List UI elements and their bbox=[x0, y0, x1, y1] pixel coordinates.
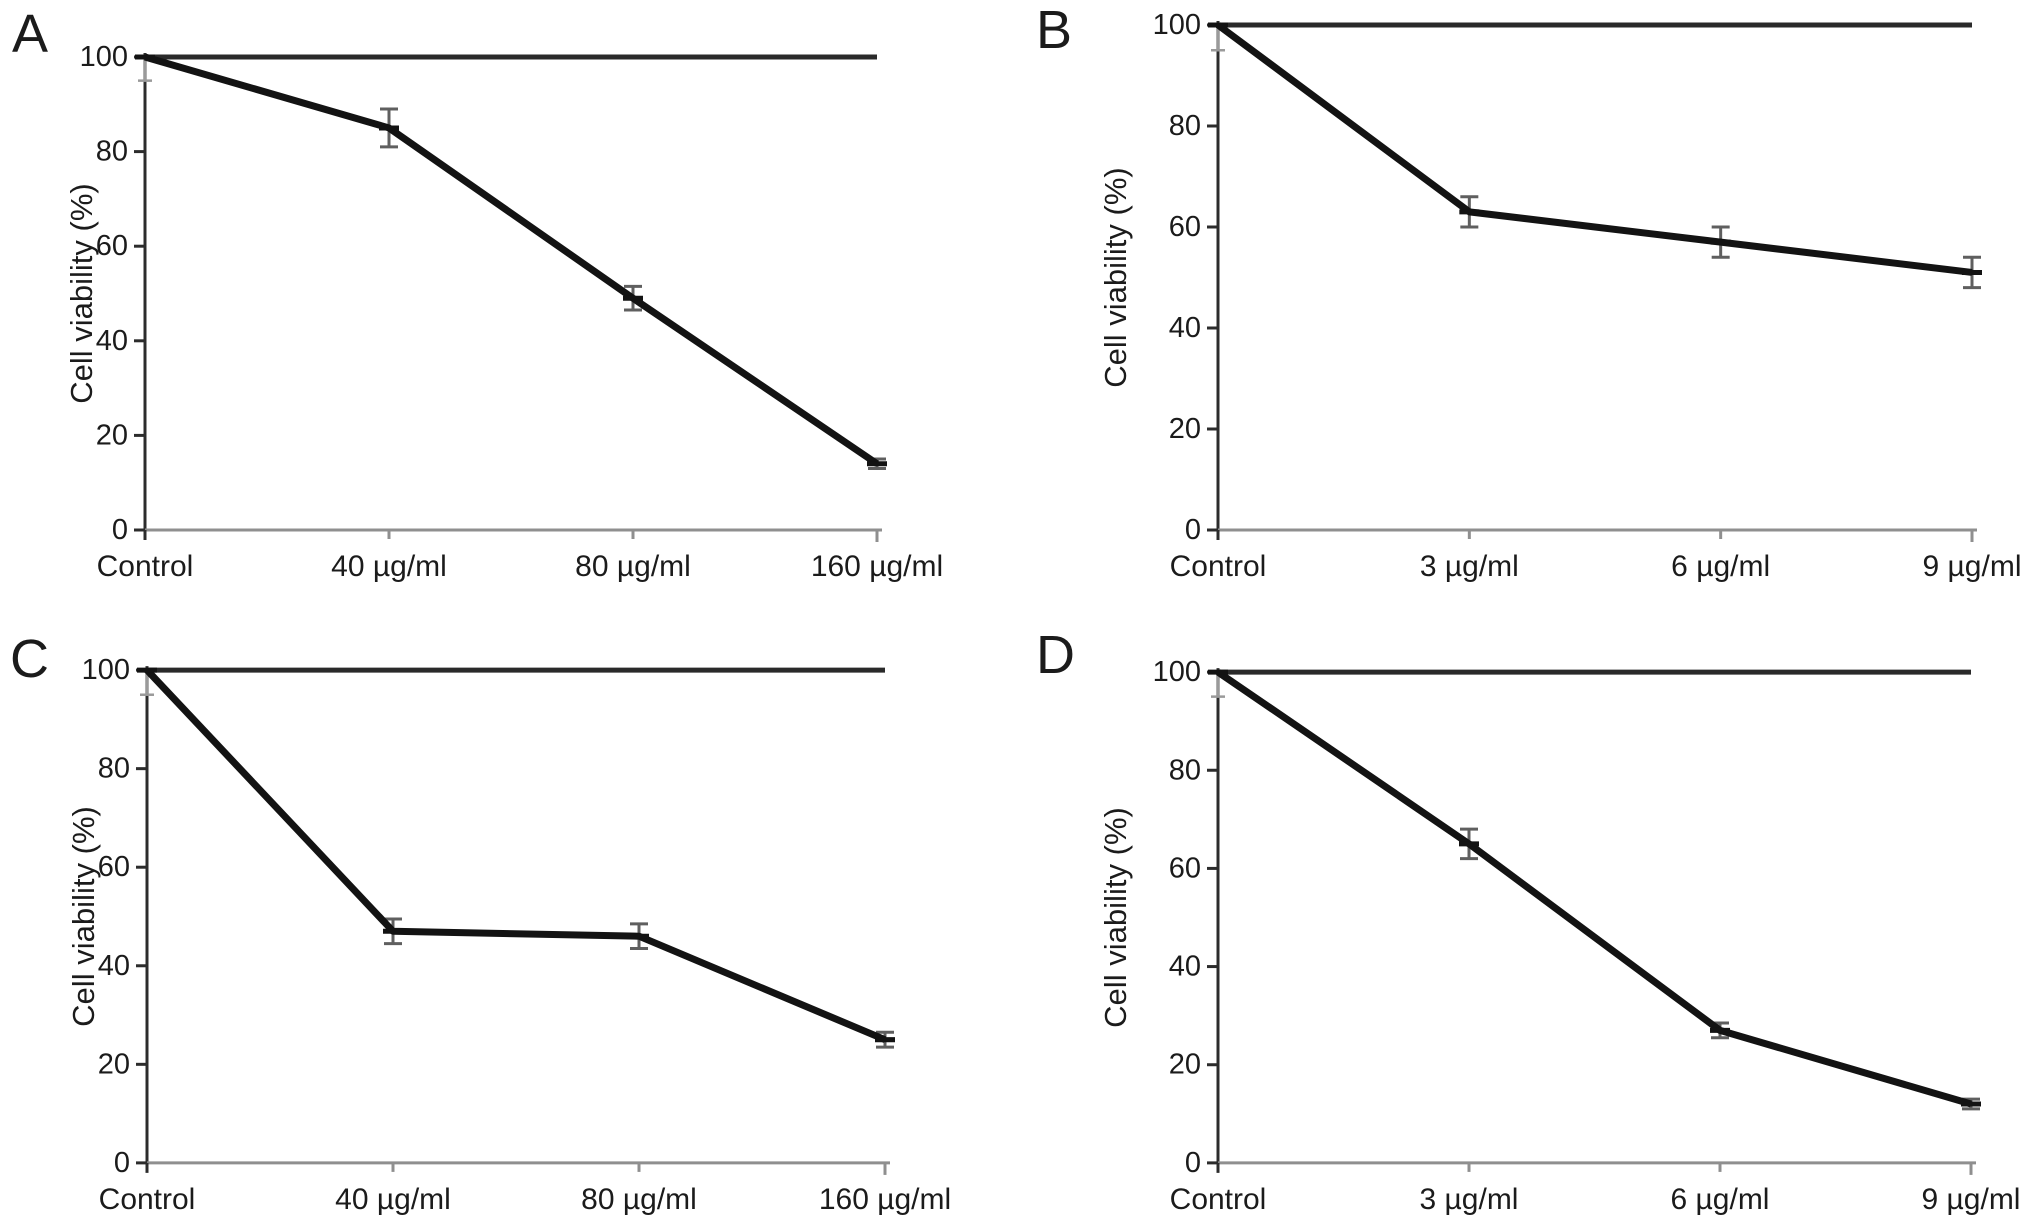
panel-a-chart: 0 20 40 60 80 100 Control 40 µg/ml 80 µg/ml 160 µ… bbox=[12, 4, 943, 583]
y-tick-label: 80 bbox=[1169, 754, 1201, 786]
x-category-label: 80 µg/ml bbox=[581, 1183, 697, 1216]
y-tick-label: 40 bbox=[98, 950, 130, 982]
y-tick-label: 100 bbox=[80, 41, 128, 73]
x-category-label: 6 µg/ml bbox=[1671, 1183, 1770, 1216]
x-category-label: 40 µg/ml bbox=[331, 550, 447, 583]
y-tick-label: 100 bbox=[1153, 9, 1201, 41]
y-tick-label: 60 bbox=[96, 230, 128, 262]
x-category-label: 9 µg/ml bbox=[1923, 550, 2022, 583]
y-tick-label: 80 bbox=[1169, 110, 1201, 142]
panel-d-chart: 0 20 40 60 80 100 Control 3 µg/ml 6 µg/ml 9 µg/ml… bbox=[1036, 625, 2021, 1216]
y-axis-title: Cell viability (%) bbox=[66, 806, 101, 1027]
y-tick-label: 0 bbox=[1185, 1147, 1201, 1179]
x-category-label: 6 µg/ml bbox=[1671, 550, 1770, 583]
panel-letter: B bbox=[1036, 0, 1072, 60]
x-category-label: 3 µg/ml bbox=[1420, 1183, 1519, 1216]
x-category-label: 160 µg/ml bbox=[811, 550, 943, 583]
panel-c-chart: 0 20 40 60 80 100 Control 40 µg/ml 80 µg/ml 160 µ… bbox=[10, 629, 951, 1216]
panel-b-chart: 0 20 40 60 80 100 Control 3 µg/ml 6 µg/ml 9 µg/ml… bbox=[1036, 0, 2022, 583]
y-tick-label: 60 bbox=[1169, 852, 1201, 884]
y-tick-label: 40 bbox=[96, 325, 128, 357]
viability-line bbox=[144, 667, 887, 1043]
viability-line bbox=[1215, 22, 1973, 276]
panel-letter: D bbox=[1036, 625, 1075, 685]
panel-b: 0 20 40 60 80 100 Control 3 µg/ml 6 µg/ml 9 µg/ml… bbox=[1016, 0, 2032, 615]
x-category-label: Control bbox=[99, 1183, 196, 1216]
y-tick-label: 100 bbox=[82, 654, 130, 686]
viability-line bbox=[144, 53, 879, 467]
x-category-label: Control bbox=[97, 550, 194, 583]
viability-line bbox=[1216, 669, 1972, 1108]
y-tick-label: 80 bbox=[98, 753, 130, 785]
x-category-label: 80 µg/ml bbox=[575, 550, 691, 583]
y-tick-label: 20 bbox=[98, 1048, 130, 1080]
y-tick-label: 40 bbox=[1169, 951, 1201, 983]
panel-a: 0 20 40 60 80 100 Control 40 µg/ml 80 µg/ml 160 µ… bbox=[0, 0, 1016, 615]
x-category-label: 40 µg/ml bbox=[335, 1183, 451, 1216]
y-axis-title: Cell viability (%) bbox=[64, 183, 99, 403]
x-category-label: 9 µg/ml bbox=[1922, 1183, 2021, 1216]
y-tick-label: 20 bbox=[96, 419, 128, 451]
panel-letter: C bbox=[10, 629, 49, 689]
y-tick-label: 100 bbox=[1153, 656, 1201, 688]
panel-c: 0 20 40 60 80 100 Control 40 µg/ml 80 µg/ml 160 µ… bbox=[0, 615, 1016, 1231]
y-tick-label: 0 bbox=[114, 1147, 130, 1179]
y-tick-label: 20 bbox=[1169, 413, 1201, 445]
panel-d: 0 20 40 60 80 100 Control 3 µg/ml 6 µg/ml 9 µg/ml… bbox=[1016, 615, 2032, 1231]
y-tick-label: 60 bbox=[98, 851, 130, 883]
y-axis-title: Cell viability (%) bbox=[1098, 807, 1133, 1028]
x-category-label: 160 µg/ml bbox=[819, 1183, 951, 1216]
y-tick-label: 0 bbox=[112, 514, 128, 546]
y-tick-label: 40 bbox=[1169, 312, 1201, 344]
x-category-label: 3 µg/ml bbox=[1420, 550, 1519, 583]
y-tick-label: 60 bbox=[1169, 211, 1201, 243]
x-category-label: Control bbox=[1170, 1183, 1267, 1216]
y-tick-label: 0 bbox=[1185, 514, 1201, 546]
panel-letter: A bbox=[12, 4, 48, 64]
x-category-label: Control bbox=[1170, 550, 1267, 583]
y-tick-label: 20 bbox=[1169, 1049, 1201, 1081]
y-axis-title: Cell viability (%) bbox=[1098, 167, 1133, 387]
y-tick-label: 80 bbox=[96, 136, 128, 168]
